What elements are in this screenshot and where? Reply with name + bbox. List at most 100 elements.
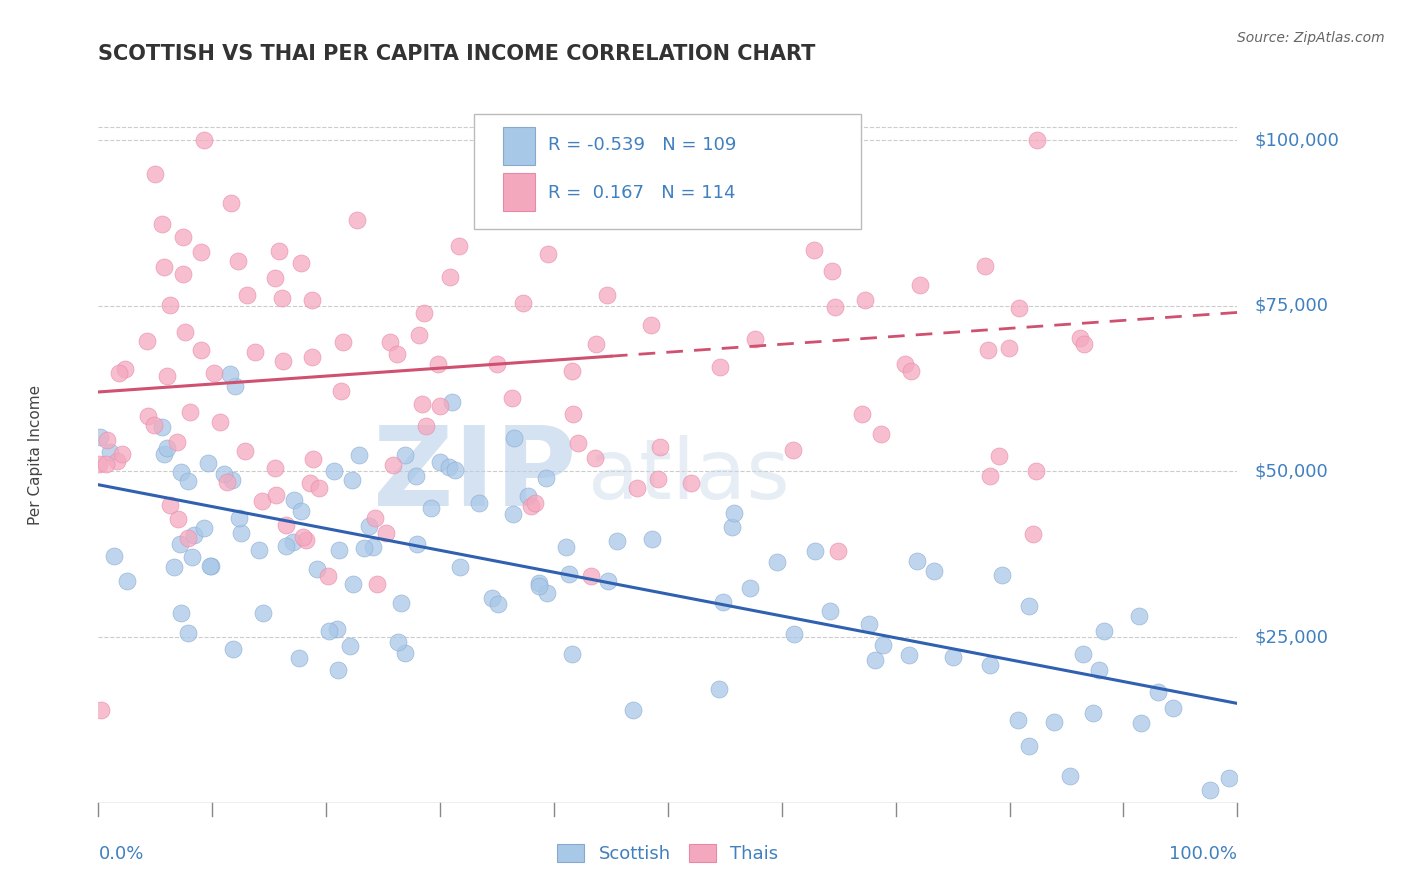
Legend: Scottish, Thais: Scottish, Thais	[550, 837, 786, 871]
Point	[922, 564, 945, 578]
Point	[180, 550, 202, 565]
Point	[411, 397, 433, 411]
Point	[1022, 527, 1045, 541]
Point	[332, 334, 354, 349]
Point	[437, 459, 460, 474]
Point	[415, 419, 437, 434]
Point	[1147, 685, 1170, 699]
Point	[264, 488, 287, 502]
Point	[1018, 599, 1040, 613]
Point	[281, 535, 304, 549]
Point	[707, 682, 730, 697]
Point	[870, 426, 893, 441]
Text: SCOTTISH VS THAI PER CAPITA INCOME CORRELATION CHART: SCOTTISH VS THAI PER CAPITA INCOME CORRE…	[98, 45, 815, 64]
Point	[172, 230, 194, 244]
Point	[342, 577, 364, 591]
Point	[851, 407, 873, 421]
Point	[228, 511, 250, 525]
FancyBboxPatch shape	[503, 127, 534, 165]
Point	[200, 558, 222, 573]
Point	[647, 472, 669, 486]
Text: R =  0.167   N = 114: R = 0.167 N = 114	[548, 184, 735, 202]
Point	[294, 533, 316, 548]
Point	[96, 433, 118, 447]
Point	[363, 510, 385, 524]
Point	[247, 543, 270, 558]
Point	[389, 596, 412, 610]
Point	[502, 431, 524, 445]
Point	[159, 498, 181, 512]
Point	[820, 604, 842, 618]
Point	[387, 347, 409, 361]
Point	[1218, 771, 1240, 785]
Point	[429, 455, 451, 469]
Point	[169, 536, 191, 550]
Text: 100.0%: 100.0%	[1170, 845, 1237, 863]
Point	[301, 293, 323, 308]
Point	[349, 448, 371, 462]
Point	[107, 366, 129, 380]
Point	[405, 537, 427, 551]
Point	[567, 435, 589, 450]
Point	[942, 649, 965, 664]
Point	[534, 470, 557, 484]
Point	[640, 532, 662, 546]
Text: atlas: atlas	[588, 435, 790, 516]
Point	[585, 337, 607, 351]
Point	[1071, 647, 1094, 661]
Point	[1007, 713, 1029, 727]
Point	[291, 530, 314, 544]
Point	[908, 277, 931, 292]
Point	[412, 306, 434, 320]
Point	[167, 512, 190, 526]
Text: $50,000: $50,000	[1254, 462, 1329, 481]
Point	[527, 579, 550, 593]
Point	[855, 293, 877, 308]
Point	[290, 256, 312, 270]
Point	[804, 544, 827, 558]
Point	[328, 663, 350, 677]
Point	[89, 429, 111, 443]
Point	[997, 342, 1019, 356]
Point	[606, 534, 628, 549]
Point	[250, 493, 273, 508]
Point	[252, 606, 274, 620]
Point	[555, 540, 578, 554]
Point	[1161, 700, 1184, 714]
Point	[177, 531, 200, 545]
Point	[197, 456, 219, 470]
Point	[1129, 716, 1152, 731]
Point	[236, 288, 259, 302]
Point	[595, 288, 617, 302]
Point	[150, 419, 173, 434]
Point	[898, 648, 921, 662]
Point	[782, 442, 804, 457]
Point	[449, 559, 471, 574]
Point	[340, 473, 363, 487]
Point	[1199, 782, 1222, 797]
Point	[648, 440, 671, 454]
Point	[1043, 715, 1066, 730]
Point	[766, 555, 789, 569]
Point	[863, 653, 886, 667]
Point	[221, 642, 243, 657]
Point	[142, 417, 165, 432]
Point	[872, 638, 894, 652]
Point	[264, 460, 287, 475]
Point	[302, 451, 325, 466]
Point	[394, 448, 416, 462]
Point	[177, 625, 200, 640]
Point	[229, 525, 252, 540]
Point	[190, 343, 212, 357]
Point	[219, 368, 242, 382]
Point	[827, 543, 849, 558]
Point	[394, 646, 416, 660]
Point	[353, 541, 375, 555]
Point	[558, 566, 581, 581]
Point	[245, 345, 267, 359]
Point	[276, 518, 298, 533]
Point	[449, 239, 471, 253]
Point	[177, 475, 200, 489]
Point	[233, 444, 256, 458]
Point	[527, 576, 550, 591]
